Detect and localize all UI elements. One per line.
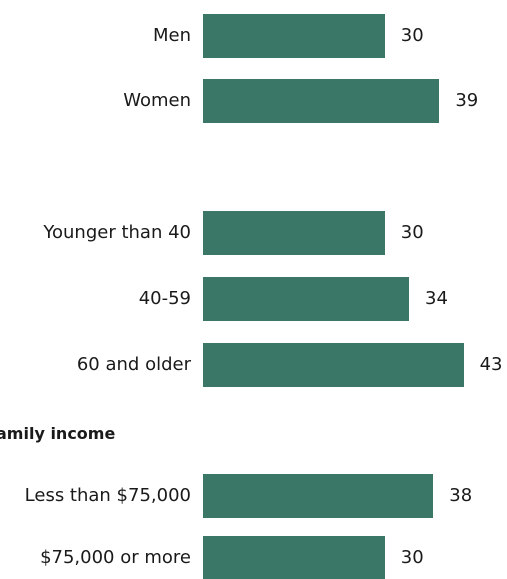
category-label-60-and-older: 60 and older xyxy=(76,354,191,375)
bar-men xyxy=(203,14,385,58)
bar-40-59 xyxy=(203,277,410,321)
value-label-women: 39 xyxy=(455,90,479,111)
value-label-men: 30 xyxy=(400,25,424,46)
value-label-75-000-or-more: 30 xyxy=(400,547,424,568)
category-label-women: Women xyxy=(123,90,191,111)
category-label-less-than-75-000: Less than $75,000 xyxy=(24,485,191,506)
group-header-family-income: amily income xyxy=(0,424,116,443)
value-label-less-than-75-000: 38 xyxy=(449,485,473,506)
bar-less-than-75-000 xyxy=(203,474,434,518)
bar-60-and-older xyxy=(203,343,464,387)
bar-younger-than-40 xyxy=(203,211,385,255)
bar-women xyxy=(203,79,440,123)
value-label-younger-than-40: 30 xyxy=(400,222,424,243)
bar-75-000-or-more xyxy=(203,536,385,579)
category-label-younger-than-40: Younger than 40 xyxy=(43,222,191,243)
value-label-60-and-older: 43 xyxy=(479,354,503,375)
category-label-75-000-or-more: $75,000 or more xyxy=(40,547,191,568)
category-label-40-59: 40-59 xyxy=(138,288,191,309)
value-label-40-59: 34 xyxy=(425,288,448,309)
category-label-men: Men xyxy=(152,25,191,46)
